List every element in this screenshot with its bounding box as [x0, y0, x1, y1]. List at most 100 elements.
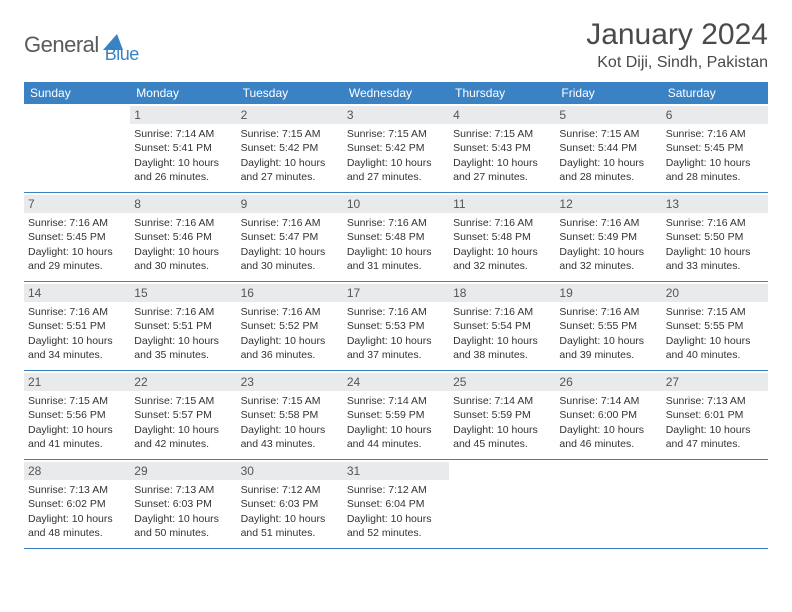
day-number: 31: [343, 462, 449, 480]
day-cell: 11Sunrise: 7:16 AMSunset: 5:48 PMDayligh…: [449, 193, 555, 281]
weeks-container: 1Sunrise: 7:14 AMSunset: 5:41 PMDaylight…: [24, 104, 768, 549]
sunrise-text: Sunrise: 7:15 AM: [241, 394, 339, 408]
sunrise-text: Sunrise: 7:13 AM: [666, 394, 764, 408]
day-number: 21: [24, 373, 130, 391]
sunrise-text: Sunrise: 7:16 AM: [347, 216, 445, 230]
sunset-text: Sunset: 5:42 PM: [241, 141, 339, 155]
week-row: 28Sunrise: 7:13 AMSunset: 6:02 PMDayligh…: [24, 460, 768, 549]
sunset-text: Sunset: 5:55 PM: [559, 319, 657, 333]
sunset-text: Sunset: 5:56 PM: [28, 408, 126, 422]
day-cell: 30Sunrise: 7:12 AMSunset: 6:03 PMDayligh…: [237, 460, 343, 548]
sunset-text: Sunset: 5:45 PM: [28, 230, 126, 244]
day-cell: 21Sunrise: 7:15 AMSunset: 5:56 PMDayligh…: [24, 371, 130, 459]
daylight-text: Daylight: 10 hours and 34 minutes.: [28, 334, 126, 362]
day-number: 22: [130, 373, 236, 391]
day-number: [449, 462, 555, 464]
day-cell: 23Sunrise: 7:15 AMSunset: 5:58 PMDayligh…: [237, 371, 343, 459]
day-cell: 27Sunrise: 7:13 AMSunset: 6:01 PMDayligh…: [662, 371, 768, 459]
logo-text-1: General: [24, 32, 99, 58]
daylight-text: Daylight: 10 hours and 46 minutes.: [559, 423, 657, 451]
sunrise-text: Sunrise: 7:16 AM: [241, 216, 339, 230]
daylight-text: Daylight: 10 hours and 31 minutes.: [347, 245, 445, 273]
day-cell: 31Sunrise: 7:12 AMSunset: 6:04 PMDayligh…: [343, 460, 449, 548]
sunrise-text: Sunrise: 7:16 AM: [347, 305, 445, 319]
day-cell: 9 Sunrise: 7:16 AMSunset: 5:47 PMDaylight…: [237, 193, 343, 281]
day-cell: 4Sunrise: 7:15 AMSunset: 5:43 PMDaylight…: [449, 104, 555, 192]
week-row: 7Sunrise: 7:16 AMSunset: 5:45 PMDaylight…: [24, 193, 768, 282]
daylight-text: Daylight: 10 hours and 28 minutes.: [666, 156, 764, 184]
daylight-text: Daylight: 10 hours and 27 minutes.: [241, 156, 339, 184]
day-number: 26: [555, 373, 661, 391]
day-cell: 8Sunrise: 7:16 AMSunset: 5:46 PMDaylight…: [130, 193, 236, 281]
day-cell: 19Sunrise: 7:16 AMSunset: 5:55 PMDayligh…: [555, 282, 661, 370]
sunset-text: Sunset: 5:59 PM: [347, 408, 445, 422]
day-cell: 10Sunrise: 7:16 AMSunset: 5:48 PMDayligh…: [343, 193, 449, 281]
day-number: [24, 106, 130, 108]
day-cell: 6Sunrise: 7:16 AMSunset: 5:45 PMDaylight…: [662, 104, 768, 192]
sunrise-text: Sunrise: 7:14 AM: [453, 394, 551, 408]
daylight-text: Daylight: 10 hours and 47 minutes.: [666, 423, 764, 451]
day-number: 30: [237, 462, 343, 480]
daylight-text: Daylight: 10 hours and 33 minutes.: [666, 245, 764, 273]
day-cell: 3Sunrise: 7:15 AMSunset: 5:42 PMDaylight…: [343, 104, 449, 192]
sunset-text: Sunset: 5:46 PM: [134, 230, 232, 244]
daylight-text: Daylight: 10 hours and 42 minutes.: [134, 423, 232, 451]
day-number: 9: [237, 195, 343, 213]
sunrise-text: Sunrise: 7:13 AM: [28, 483, 126, 497]
sunrise-text: Sunrise: 7:16 AM: [28, 305, 126, 319]
sunset-text: Sunset: 6:02 PM: [28, 497, 126, 511]
day-number: 24: [343, 373, 449, 391]
daylight-text: Daylight: 10 hours and 41 minutes.: [28, 423, 126, 451]
daylight-text: Daylight: 10 hours and 29 minutes.: [28, 245, 126, 273]
sunset-text: Sunset: 5:47 PM: [241, 230, 339, 244]
week-row: 21Sunrise: 7:15 AMSunset: 5:56 PMDayligh…: [24, 371, 768, 460]
daylight-text: Daylight: 10 hours and 43 minutes.: [241, 423, 339, 451]
day-number: [555, 462, 661, 464]
day-cell: 17Sunrise: 7:16 AMSunset: 5:53 PMDayligh…: [343, 282, 449, 370]
day-number: 2: [237, 106, 343, 124]
sunrise-text: Sunrise: 7:15 AM: [559, 127, 657, 141]
day-cell: [24, 104, 130, 192]
daylight-text: Daylight: 10 hours and 50 minutes.: [134, 512, 232, 540]
day-number: 17: [343, 284, 449, 302]
day-number: 1: [130, 106, 236, 124]
page-title: January 2024: [586, 18, 768, 52]
daylight-text: Daylight: 10 hours and 32 minutes.: [559, 245, 657, 273]
day-cell: 15Sunrise: 7:16 AMSunset: 5:51 PMDayligh…: [130, 282, 236, 370]
daylight-text: Daylight: 10 hours and 38 minutes.: [453, 334, 551, 362]
weekday-header-row: Sunday Monday Tuesday Wednesday Thursday…: [24, 82, 768, 104]
daylight-text: Daylight: 10 hours and 48 minutes.: [28, 512, 126, 540]
sunrise-text: Sunrise: 7:16 AM: [134, 216, 232, 230]
daylight-text: Daylight: 10 hours and 28 minutes.: [559, 156, 657, 184]
week-row: 1Sunrise: 7:14 AMSunset: 5:41 PMDaylight…: [24, 104, 768, 193]
day-cell: 22Sunrise: 7:15 AMSunset: 5:57 PMDayligh…: [130, 371, 236, 459]
sunrise-text: Sunrise: 7:14 AM: [347, 394, 445, 408]
sunrise-text: Sunrise: 7:16 AM: [453, 216, 551, 230]
day-number: 29: [130, 462, 236, 480]
sunrise-text: Sunrise: 7:15 AM: [134, 394, 232, 408]
sunset-text: Sunset: 5:43 PM: [453, 141, 551, 155]
sunrise-text: Sunrise: 7:15 AM: [347, 127, 445, 141]
daylight-text: Daylight: 10 hours and 44 minutes.: [347, 423, 445, 451]
sunset-text: Sunset: 6:01 PM: [666, 408, 764, 422]
sunrise-text: Sunrise: 7:16 AM: [134, 305, 232, 319]
weekday-header: Sunday: [24, 82, 130, 104]
daylight-text: Daylight: 10 hours and 27 minutes.: [453, 156, 551, 184]
day-number: 15: [130, 284, 236, 302]
day-cell: [449, 460, 555, 548]
sunrise-text: Sunrise: 7:15 AM: [453, 127, 551, 141]
daylight-text: Daylight: 10 hours and 30 minutes.: [241, 245, 339, 273]
sunset-text: Sunset: 5:48 PM: [347, 230, 445, 244]
day-cell: [555, 460, 661, 548]
weekday-header: Friday: [555, 82, 661, 104]
sunset-text: Sunset: 5:53 PM: [347, 319, 445, 333]
day-number: 8: [130, 195, 236, 213]
sunrise-text: Sunrise: 7:16 AM: [666, 216, 764, 230]
sunset-text: Sunset: 5:55 PM: [666, 319, 764, 333]
day-cell: 25Sunrise: 7:14 AMSunset: 5:59 PMDayligh…: [449, 371, 555, 459]
sunset-text: Sunset: 6:04 PM: [347, 497, 445, 511]
location-text: Kot Diji, Sindh, Pakistan: [586, 54, 768, 72]
weekday-header: Wednesday: [343, 82, 449, 104]
sunset-text: Sunset: 5:54 PM: [453, 319, 551, 333]
header: General Blue January 2024 Kot Diji, Sind…: [24, 18, 768, 72]
